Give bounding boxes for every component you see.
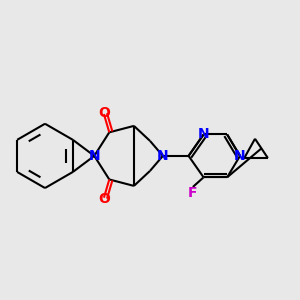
Text: O: O bbox=[98, 106, 110, 120]
Text: N: N bbox=[234, 149, 246, 163]
Text: N: N bbox=[88, 149, 100, 163]
Text: N: N bbox=[157, 149, 169, 163]
Text: F: F bbox=[188, 186, 198, 200]
Text: O: O bbox=[98, 192, 110, 206]
Text: N: N bbox=[198, 128, 209, 142]
